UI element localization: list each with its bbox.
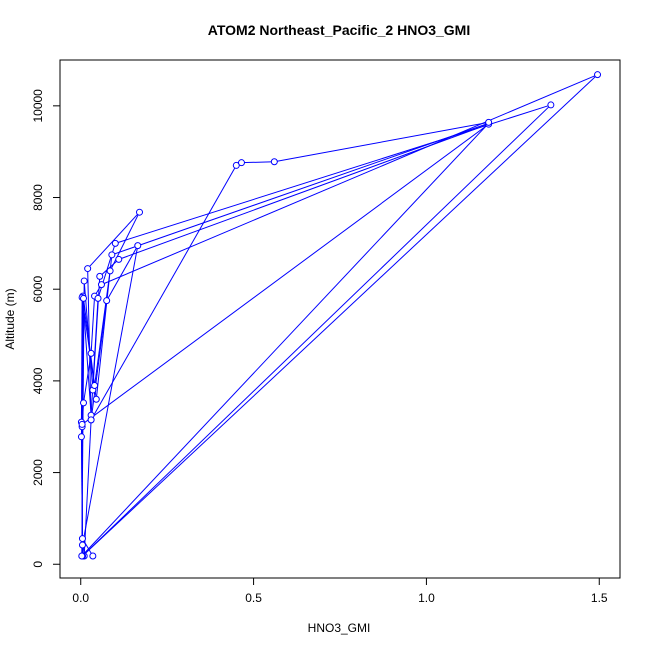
series-segment	[118, 123, 489, 260]
data-point	[80, 399, 88, 407]
y-tick-label: 2000	[31, 459, 45, 486]
series-segment	[90, 296, 96, 354]
data-point	[89, 552, 97, 560]
data-point	[80, 294, 88, 302]
series-segment	[81, 123, 489, 425]
data-point	[97, 281, 105, 289]
series-segment	[82, 104, 552, 557]
chart-title: ATOM2 Northeast_Pacific_2 HNO3_GMI	[208, 22, 470, 38]
data-point	[232, 161, 240, 169]
plot-area	[77, 71, 602, 560]
y-tick-label: 0	[31, 561, 45, 568]
data-point	[115, 255, 123, 263]
data-point	[103, 297, 111, 305]
y-tick-label: 8000	[31, 184, 45, 211]
series-segment	[94, 270, 111, 386]
x-tick-label: 1.5	[591, 591, 608, 605]
series-segment	[81, 122, 490, 557]
series-segment	[109, 211, 140, 272]
data-point	[134, 242, 142, 250]
x-axis-label: HNO3_GMI	[308, 621, 371, 635]
data-point	[91, 381, 99, 389]
y-tick-label: 6000	[31, 276, 45, 303]
data-point	[92, 395, 100, 403]
data-point	[78, 420, 86, 428]
data-point	[111, 239, 119, 247]
data-point	[485, 118, 493, 126]
y-tick-label: 10000	[31, 89, 45, 123]
data-point	[547, 101, 555, 109]
data-point	[78, 541, 86, 549]
x-axis: 0.0 0.5 1.0 1.5	[72, 577, 608, 605]
data-point	[78, 535, 86, 543]
y-tick-label: 4000	[31, 367, 45, 394]
plot-frame	[59, 59, 621, 579]
series-segment	[274, 121, 489, 163]
data-point	[87, 416, 95, 424]
x-tick-label: 0.0	[72, 591, 89, 605]
series-segment	[82, 74, 598, 557]
x-tick-label: 1.0	[418, 591, 435, 605]
data-point	[237, 159, 245, 167]
data-point	[106, 267, 114, 275]
series-segment	[83, 419, 92, 557]
data-point	[136, 208, 144, 216]
data-point	[80, 277, 88, 285]
data-point	[594, 71, 602, 79]
data-point	[96, 272, 104, 280]
series-segment	[241, 161, 275, 164]
data-point	[108, 251, 116, 259]
data-point	[270, 158, 278, 166]
data-point	[87, 349, 95, 357]
x-tick-label: 0.5	[245, 591, 262, 605]
series-segment	[81, 245, 139, 546]
data-point	[77, 433, 85, 441]
data-point	[94, 294, 102, 302]
series-segment	[90, 165, 237, 421]
series-segment	[101, 74, 598, 286]
y-axis: 0 2000 4000 6000 8000 10000	[31, 89, 61, 568]
series-segment	[111, 122, 489, 256]
data-point	[84, 265, 92, 273]
series-segment	[87, 268, 92, 420]
data-point	[78, 552, 86, 560]
y-axis-label: Altitude (m)	[3, 288, 17, 349]
series-segment	[81, 280, 85, 557]
